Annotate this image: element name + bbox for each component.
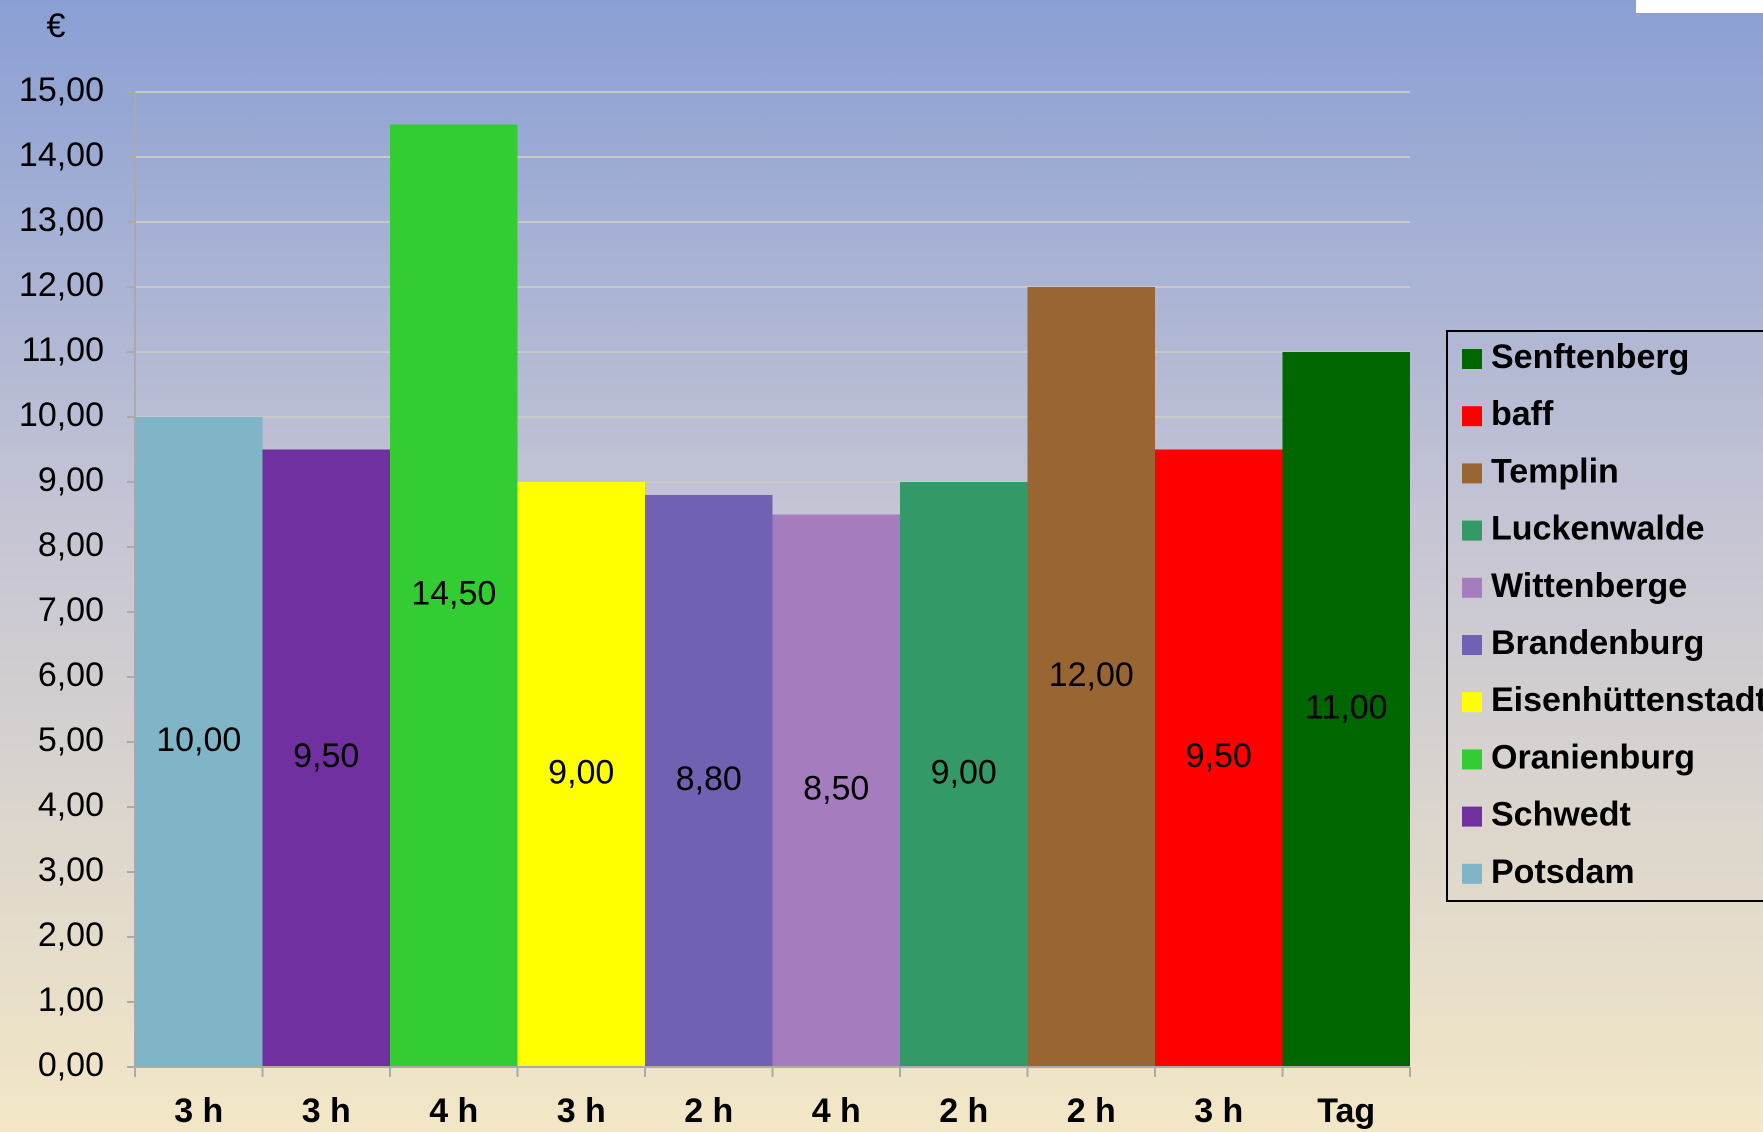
legend-label: Luckenwalde [1491,510,1705,548]
data-label: 8,50 [803,770,869,808]
legend-swatch [1462,749,1482,770]
legend-swatch [1462,463,1482,484]
legend-box [1446,330,1763,902]
data-label: 14,50 [411,575,496,613]
bar [772,514,900,1067]
y-tick-label: 3,00 [38,851,104,889]
y-tick-label: 10,00 [19,396,104,434]
legend-label: Senftenberg [1491,338,1689,376]
bar [517,482,645,1067]
legend-swatch [1462,863,1482,884]
legend-swatch [1462,692,1482,713]
y-tick-label: 6,00 [38,656,104,694]
legend-label: Oranienburg [1491,738,1695,776]
y-tick-label: 5,00 [38,721,104,759]
bar [1027,287,1155,1067]
bar [390,124,518,1067]
legend-swatch [1462,406,1482,427]
bar [900,482,1028,1067]
data-label: 8,80 [676,760,742,798]
x-tick-label: 3 h [1194,1092,1243,1130]
y-tick-label: 1,00 [38,981,104,1019]
legend-swatch [1462,806,1482,827]
bar [1155,449,1283,1067]
legend-swatch [1462,577,1482,598]
legend-swatch [1462,635,1482,655]
y-tick-label: 0,00 [38,1046,104,1084]
legend-swatch [1462,520,1482,541]
legend-swatch [1462,349,1482,369]
y-tick-label: 14,00 [19,136,104,174]
corner-logo [1636,0,1763,13]
legend-label: Templin [1491,452,1619,490]
data-label: 9,00 [931,753,997,791]
x-tick-label: 3 h [557,1092,606,1130]
y-tick-label: 12,00 [19,266,104,304]
y-tick-label: 8,00 [38,526,104,564]
x-tick-label: 3 h [302,1092,351,1130]
x-tick-label: 4 h [429,1092,478,1130]
legend-label: Brandenburg [1491,624,1704,662]
legend-label: Schwedt [1491,796,1631,834]
bar [1282,352,1410,1067]
x-tick-label: 3 h [174,1092,223,1130]
legend-label: Eisenhüttenstadt [1491,681,1763,719]
y-tick-label: 7,00 [38,591,104,629]
legend-label: Potsdam [1491,853,1635,891]
data-label: 10,00 [156,721,241,759]
legend-label: Wittenberge [1491,567,1687,605]
bar [645,495,773,1067]
data-label: 11,00 [1305,688,1388,726]
data-label: 9,00 [548,753,614,791]
y-tick-label: 15,00 [19,71,104,109]
y-tick-label: 11,00 [21,331,104,369]
x-tick-label: 4 h [812,1092,861,1130]
y-axis-label: € [47,7,66,45]
x-tick-label: 2 h [939,1092,988,1130]
x-tick-label: Tag [1317,1092,1375,1130]
bar [135,417,263,1067]
x-tick-label: 2 h [1067,1092,1116,1130]
data-label: 9,50 [293,737,359,775]
y-tick-label: 9,00 [38,461,104,499]
data-label: 12,00 [1049,656,1134,694]
legend-label: baff [1491,395,1554,433]
y-tick-label: 13,00 [19,201,104,239]
y-tick-label: 2,00 [38,916,104,954]
bar [262,449,390,1067]
data-label: 9,50 [1186,737,1252,775]
y-tick-label: 4,00 [38,786,104,824]
x-tick-label: 2 h [684,1092,733,1130]
